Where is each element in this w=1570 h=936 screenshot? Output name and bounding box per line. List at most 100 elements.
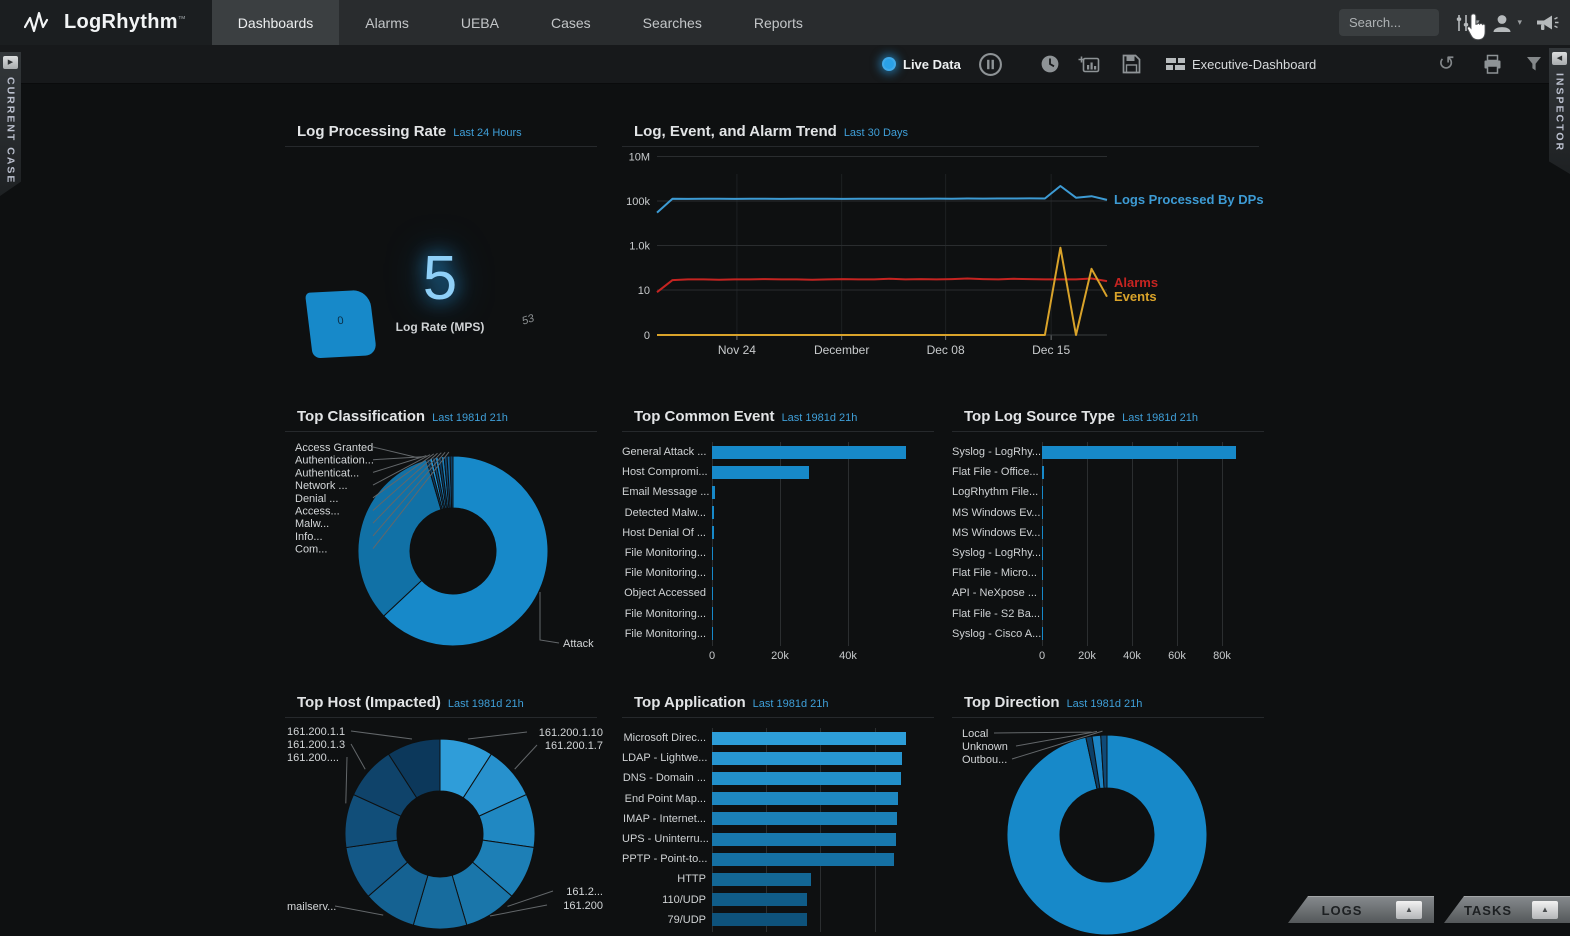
bar-track [712, 566, 938, 580]
nav-item-ueba[interactable]: UEBA [460, 14, 499, 31]
announcements-button[interactable] [1534, 12, 1560, 34]
bar[interactable] [712, 913, 808, 927]
bar[interactable] [1042, 546, 1043, 560]
application-bar-chart[interactable]: Microsoft Direc... LDAP - Lightwe... DNS -… [622, 728, 938, 932]
donut-slice[interactable] [383, 455, 549, 647]
bar[interactable] [1042, 526, 1043, 540]
trend-line-chart[interactable]: Nov 24 December Dec 08 Dec 15 10M 100k 1.0k 10 0… [622, 148, 1267, 383]
donut-label: 161.200.1.10 [539, 727, 603, 739]
nav-item-cases[interactable]: Cases [550, 14, 591, 31]
filter-icon [1527, 57, 1541, 71]
footer-tab-logs[interactable]: LOGS ▲ [1288, 896, 1434, 923]
bar[interactable] [1042, 445, 1236, 459]
gridline [1132, 442, 1133, 646]
bar[interactable] [712, 607, 713, 621]
bar-track [712, 872, 938, 886]
log-source-bar-chart[interactable]: 0 20k 40k 60k 80k Syslog - LogRhy... Flat File… [952, 442, 1268, 662]
donut-label-line [372, 452, 442, 524]
bar[interactable] [712, 506, 715, 520]
donut-label: 161.200.1.7 [545, 740, 603, 752]
bar[interactable] [712, 792, 899, 806]
classification-donut-chart[interactable]: Access GrantedAuthentication...Authentic… [285, 400, 605, 668]
donut-slice[interactable] [1006, 734, 1208, 936]
pause-icon [979, 52, 1002, 76]
print-button[interactable] [1480, 45, 1505, 83]
widget-time-range: Last 1981d 21h [752, 698, 829, 710]
bar[interactable] [712, 627, 713, 641]
add-widget-button[interactable] [1078, 45, 1101, 83]
donut-label-line [507, 890, 554, 907]
bar[interactable] [712, 832, 897, 846]
logs-expand-button[interactable]: ▲ [1396, 901, 1422, 919]
bar[interactable] [712, 546, 713, 560]
gridline [874, 728, 876, 932]
expand-right-icon[interactable]: ▶ [3, 56, 18, 69]
reset-icon: ↺ [1438, 53, 1455, 75]
sliders-menu-button[interactable]: ▾ [1451, 12, 1479, 34]
bar[interactable] [712, 731, 907, 745]
reset-button[interactable]: ↺ [1438, 45, 1455, 83]
widget-header: Top Direction Last 1981d 21h [952, 686, 1264, 718]
direction-donut-chart[interactable]: LocalUnknownOutbou... [952, 686, 1272, 936]
current-case-panel-tab[interactable]: ▶ CURRENT CASE [0, 52, 21, 196]
tasks-expand-button[interactable]: ▲ [1532, 901, 1558, 919]
bar[interactable] [712, 771, 902, 785]
bar-track [712, 832, 938, 846]
donut-slice[interactable] [1100, 734, 1108, 789]
donut-label: Unknown [962, 741, 1008, 753]
bar[interactable] [1042, 586, 1043, 600]
time-range-button[interactable] [1040, 45, 1060, 83]
bar[interactable] [712, 893, 808, 907]
filter-button[interactable] [1524, 45, 1544, 83]
pause-button[interactable] [978, 45, 1003, 83]
bar[interactable] [1042, 627, 1043, 641]
bar-category-label: End Point Map... [624, 792, 706, 805]
current-case-label: CURRENT CASE [4, 77, 17, 185]
trend-series-line[interactable] [657, 246, 1108, 336]
trend-legend-item[interactable]: Alarms [1114, 275, 1158, 290]
trend-legend-item[interactable]: Events [1114, 289, 1157, 304]
bar-row: Flat File - Micro... [952, 563, 1268, 583]
donut-slice[interactable] [357, 459, 442, 617]
nav-item-alarms[interactable]: Alarms [365, 14, 409, 31]
bar[interactable] [712, 872, 811, 886]
bar[interactable] [712, 566, 713, 580]
nav-item-reports[interactable]: Reports [753, 14, 803, 31]
dashboard-selector[interactable]: Executive-Dashboard [1166, 45, 1316, 83]
trend-series-line[interactable] [656, 185, 1108, 214]
bar[interactable] [712, 751, 902, 765]
bar[interactable] [712, 465, 809, 479]
donut-slice[interactable] [387, 738, 441, 799]
nav-item-dashboards[interactable]: Dashboards [211, 0, 340, 45]
footer-tab-tasks[interactable]: TASKS ▲ [1444, 896, 1570, 923]
bar[interactable] [712, 852, 895, 866]
bar[interactable] [712, 812, 897, 826]
brand-logo[interactable]: LogRhythm™ [0, 0, 212, 45]
user-menu-button[interactable]: ▾ [1491, 12, 1522, 34]
bar[interactable] [712, 485, 715, 499]
bar[interactable] [712, 445, 906, 459]
live-data-toggle[interactable]: Live Data [882, 45, 961, 83]
bar-category-label: Syslog - LogRhy... [952, 547, 1042, 560]
bar-row: Syslog - LogRhy... [952, 442, 1268, 462]
inspector-panel-tab[interactable]: ◀ INSPECTOR [1549, 48, 1570, 174]
bar[interactable] [712, 526, 715, 540]
save-dashboard-button[interactable] [1120, 45, 1143, 83]
bar[interactable] [1042, 465, 1044, 479]
bar[interactable] [1042, 607, 1043, 621]
gauge-arc-segment[interactable]: 0 [304, 289, 378, 359]
bar[interactable] [712, 586, 713, 600]
bar[interactable] [1042, 506, 1043, 520]
search-input[interactable] [1338, 9, 1439, 36]
trend-legend-item[interactable]: Logs Processed By DPs [1114, 192, 1264, 207]
bar[interactable] [1042, 485, 1044, 499]
nav-item-searches[interactable]: Searches [642, 14, 702, 31]
trend-series-line[interactable] [656, 277, 1108, 293]
save-icon [1122, 54, 1141, 74]
trend-x-tick: Nov 24 [718, 343, 756, 357]
bar[interactable] [1042, 566, 1043, 580]
expand-left-icon[interactable]: ◀ [1552, 52, 1567, 65]
donut-slice[interactable] [449, 455, 454, 509]
common-event-bar-chart[interactable]: 0 20k 40k General Attack ... Host Compromi..… [622, 442, 938, 662]
